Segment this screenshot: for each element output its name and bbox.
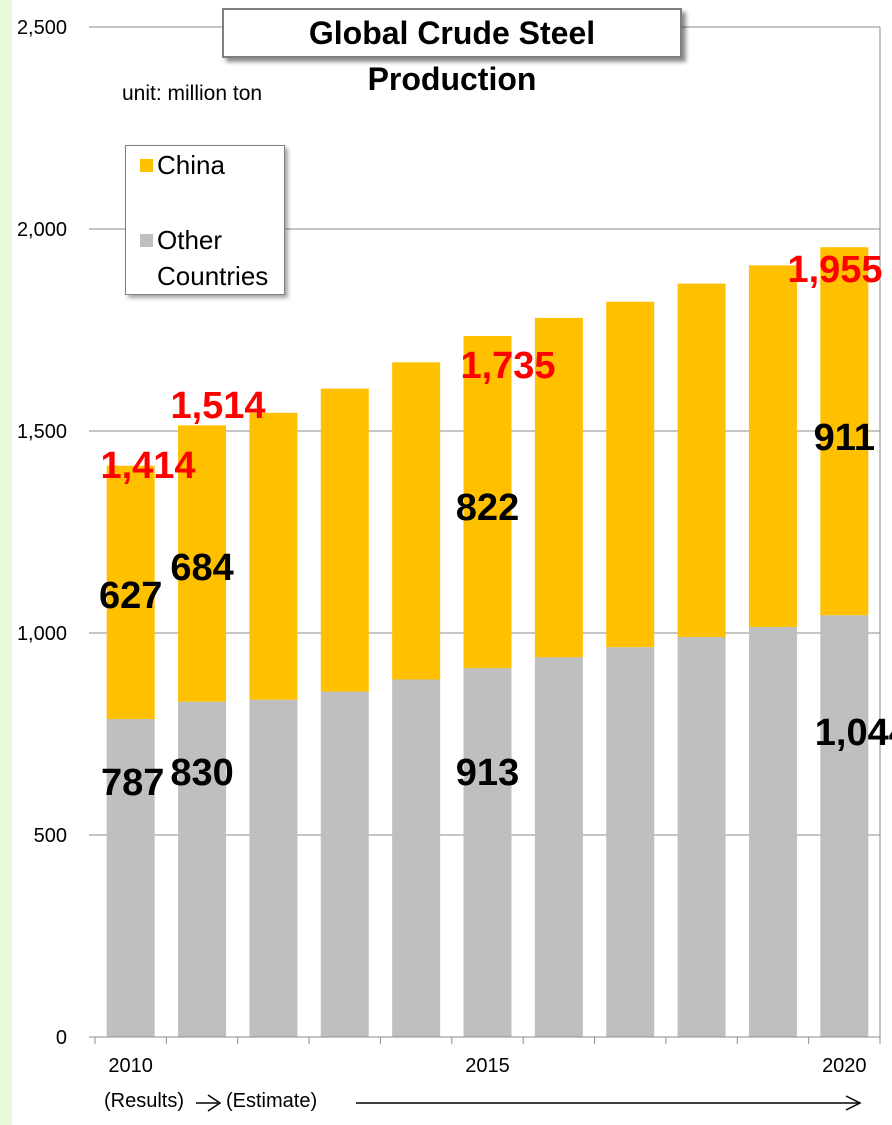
bar-china-2020	[820, 247, 869, 616]
y-tick-label-2500: 2,500	[17, 17, 67, 39]
y-tick-label-1500: 1,500	[17, 421, 67, 443]
legend: China Other Countries	[125, 145, 285, 295]
legend-swatch-china	[140, 159, 153, 172]
label-china-2011: 684	[170, 547, 233, 589]
x-tick-label-2010: 2010	[108, 1055, 153, 1077]
bars	[106, 247, 869, 1037]
unit-label: unit: million ton	[122, 82, 263, 105]
bar-other-2020	[820, 615, 869, 1037]
bar-china-2018	[677, 283, 726, 638]
axes: 0 500 1,000 1,500 2,000 2,500 2010 2015 2020	[17, 17, 881, 1077]
bar-other-2019	[748, 626, 797, 1037]
bar-china-2017	[606, 301, 655, 648]
y-tick-label-1000: 1,000	[17, 623, 67, 645]
bar-other-2010	[106, 719, 155, 1037]
results-note: (Results)	[104, 1090, 185, 1112]
label-total-2010: 1,414	[100, 445, 195, 487]
bar-china-2014	[392, 362, 441, 680]
legend-label-other: Other Countries	[157, 225, 269, 291]
timeline-arrows	[196, 1094, 862, 1112]
legend-item-other: Other Countries	[140, 222, 297, 294]
bar-other-2013	[320, 691, 369, 1037]
bar-china-2016	[534, 317, 583, 658]
estimate-arrow-head	[845, 1095, 862, 1111]
legend-swatch-other	[140, 234, 153, 247]
left-decorative-strip	[0, 0, 12, 1125]
label-other-2011: 830	[170, 752, 233, 794]
label-total-2011: 1,514	[170, 385, 265, 427]
y-tick-label-0: 0	[56, 1027, 67, 1049]
bar-other-2011	[178, 701, 227, 1037]
label-china-2015: 822	[456, 487, 519, 529]
bar-china-2010	[106, 465, 155, 720]
label-other-2020: 1,044	[815, 712, 892, 754]
label-china-2020: 911	[814, 417, 875, 459]
bar-other-2014	[392, 679, 441, 1037]
x-tick-label-2015: 2015	[465, 1055, 510, 1077]
label-total-2015: 1,735	[460, 345, 555, 387]
bar-other-2016	[534, 657, 583, 1037]
bar-china-2013	[320, 388, 369, 692]
chart-title: Global Crude Steel Production	[222, 8, 682, 97]
bar-china-2012	[249, 412, 298, 700]
label-other-2010: 787	[101, 762, 164, 804]
label-other-2015: 913	[456, 752, 519, 794]
bar-other-2015	[463, 668, 512, 1037]
x-tick-label-2020: 2020	[822, 1055, 867, 1077]
bar-other-2012	[249, 699, 298, 1037]
y-tick-label-2000: 2,000	[17, 219, 67, 241]
label-china-2010: 627	[99, 575, 162, 617]
bar-other-2017	[606, 647, 655, 1037]
label-total-2020: 1,955	[787, 249, 882, 291]
legend-item-china: China	[140, 148, 225, 182]
bar-china-2011	[178, 425, 227, 702]
results-arrow-head	[207, 1094, 222, 1112]
bar-china-2015	[463, 336, 512, 669]
y-tick-label-500: 500	[34, 825, 67, 847]
bar-china-2019	[748, 265, 797, 627]
legend-label-china: China	[157, 150, 225, 180]
estimate-note: (Estimate)	[226, 1090, 318, 1112]
bar-other-2018	[677, 637, 726, 1037]
